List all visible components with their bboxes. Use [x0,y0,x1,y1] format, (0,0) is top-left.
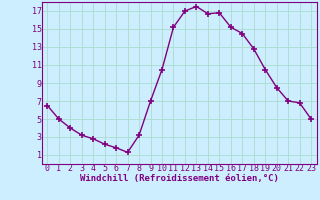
X-axis label: Windchill (Refroidissement éolien,°C): Windchill (Refroidissement éolien,°C) [80,174,279,183]
